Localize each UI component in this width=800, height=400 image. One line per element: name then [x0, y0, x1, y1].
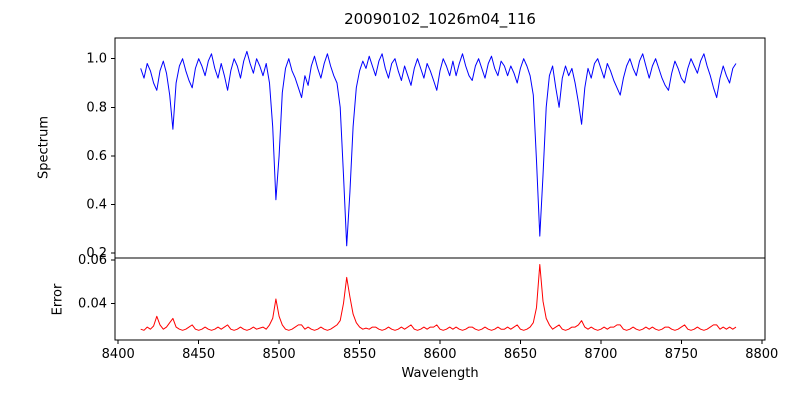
svg-text:0.2: 0.2 — [86, 246, 107, 261]
svg-text:0.6: 0.6 — [86, 149, 107, 164]
svg-text:0.04: 0.04 — [78, 296, 107, 311]
svg-text:8550: 8550 — [343, 347, 376, 362]
svg-text:0.4: 0.4 — [86, 198, 107, 213]
svg-text:8400: 8400 — [102, 347, 135, 362]
svg-text:8500: 8500 — [263, 347, 296, 362]
x-axis-label: Wavelength — [401, 366, 479, 381]
plot-title: 20090102_1026m04_116 — [344, 10, 536, 28]
svg-text:8800: 8800 — [745, 347, 778, 362]
svg-text:8700: 8700 — [584, 347, 617, 362]
svg-text:0.06: 0.06 — [78, 253, 107, 268]
svg-text:8450: 8450 — [182, 347, 215, 362]
svg-text:1.0: 1.0 — [86, 52, 107, 67]
svg-text:8750: 8750 — [665, 347, 698, 362]
svg-text:0.8: 0.8 — [86, 100, 107, 115]
svg-text:8650: 8650 — [504, 347, 537, 362]
svg-text:8600: 8600 — [423, 347, 456, 362]
